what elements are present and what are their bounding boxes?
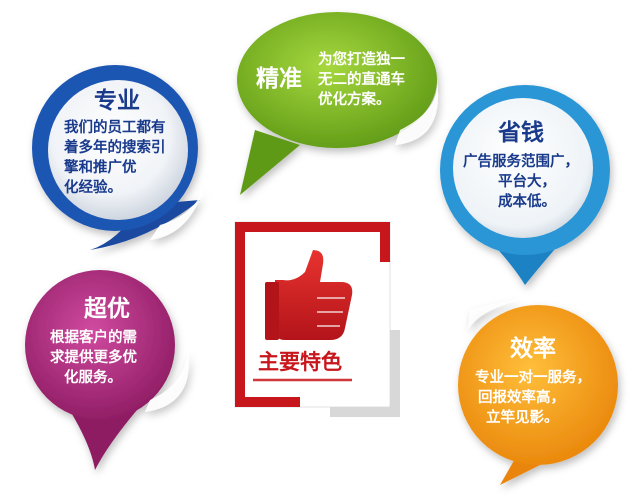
- shengqian-line-3: 成本低。: [498, 194, 556, 210]
- xiaolv-line-3: 立竿见影。: [486, 410, 559, 426]
- jingzhun-title: 精准: [256, 66, 302, 92]
- xiaolv-title: 效率: [510, 336, 556, 362]
- xiaolv-line-1: 专业一对一服务，: [475, 370, 591, 386]
- zhuanye-title: 专业: [94, 88, 140, 114]
- shengqian-line-2: 平台大，: [498, 174, 556, 190]
- chaoyou-line-2: 求提供更多优: [50, 350, 137, 366]
- badge-zhuanye: [32, 65, 205, 250]
- xiaolv-line-2: 回报效率高，: [478, 390, 565, 406]
- jingzhun-line-1: 为您打造独一: [318, 52, 405, 68]
- center-label: 主要特色: [258, 350, 342, 374]
- badge-shengqian: [440, 85, 610, 285]
- chaoyou-line-3: 化服务。: [64, 370, 122, 386]
- shengqian-line-1: 广告服务范围广，: [463, 154, 579, 170]
- badge-jingzhun: [237, 12, 439, 195]
- zhuanye-line-3: 擎和推广优: [64, 160, 137, 176]
- badge-xiaolv: [458, 300, 618, 485]
- badge-chaoyou: [25, 270, 189, 470]
- zhuanye-line-1: 我们的员工都有: [64, 120, 166, 136]
- shengqian-title: 省钱: [498, 120, 544, 146]
- jingzhun-line-2: 无二的直通车: [318, 72, 405, 88]
- zhuanye-line-2: 着多年的搜索引: [64, 140, 166, 156]
- chaoyou-line-1: 根据客户的需: [50, 330, 137, 346]
- jingzhun-line-3: 优化方案。: [318, 92, 391, 108]
- chaoyou-title: 超优: [84, 296, 130, 322]
- zhuanye-line-4: 化经验。: [64, 180, 122, 196]
- thumbs-up-icon: [265, 250, 353, 340]
